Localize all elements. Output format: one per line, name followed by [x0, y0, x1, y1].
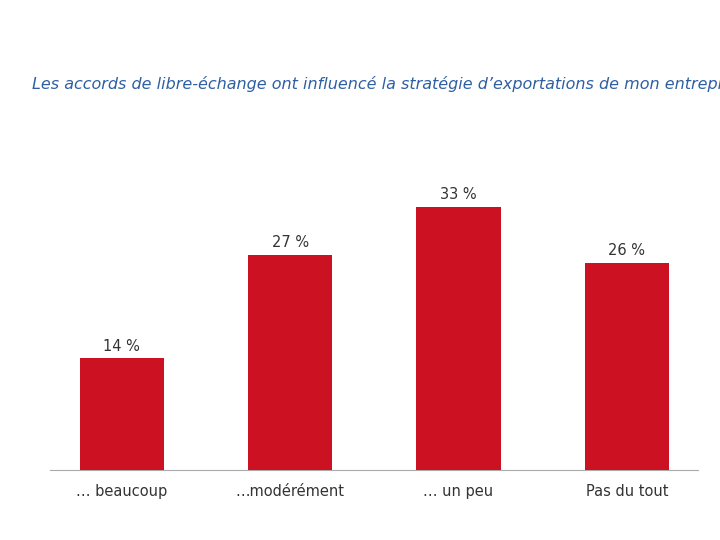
Bar: [585, 262, 669, 470]
Text: 26 %: 26 %: [608, 243, 645, 258]
Text: 27 %: 27 %: [271, 235, 309, 250]
Text: 14 %: 14 %: [104, 339, 140, 354]
Text: Les accords de libre-échange ont influencé la stratégie d’exportations de mon en: Les accords de libre-échange ont influen…: [32, 76, 720, 92]
Bar: [416, 207, 500, 470]
Text: 33 %: 33 %: [440, 187, 477, 202]
Bar: [80, 359, 164, 470]
Bar: [248, 255, 333, 470]
